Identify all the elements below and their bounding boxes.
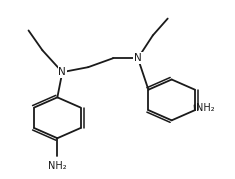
- Text: NH₂: NH₂: [48, 161, 67, 171]
- Text: NH₂: NH₂: [196, 103, 214, 113]
- Text: N: N: [134, 53, 142, 63]
- Text: N: N: [59, 67, 66, 77]
